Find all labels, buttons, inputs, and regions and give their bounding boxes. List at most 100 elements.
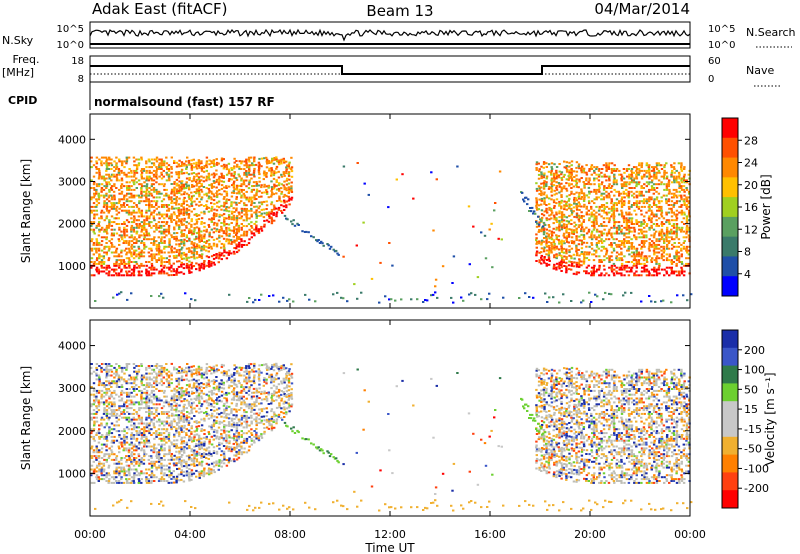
echo-cell [110, 198, 114, 201]
echo-cell [545, 207, 548, 210]
echo-cell [155, 177, 159, 180]
echo-cell [680, 177, 684, 180]
echo-cell [137, 368, 141, 371]
echo-cell [535, 187, 539, 190]
echo-cell [620, 209, 623, 212]
echo-cell [173, 181, 176, 183]
echo-cell [577, 163, 581, 166]
echo-cell [652, 268, 656, 271]
echo-cell [130, 268, 134, 271]
echo-cell [208, 225, 211, 228]
echo-cell [162, 296, 165, 299]
echo-cell [95, 205, 98, 208]
echo-cell [100, 401, 103, 404]
echo-cell [627, 245, 631, 248]
echo-cell [140, 253, 143, 256]
echo-cell [683, 194, 686, 197]
echo-cell [618, 194, 621, 197]
echo-cell [145, 230, 148, 233]
echo-cell [142, 169, 146, 172]
echo-cell [138, 202, 141, 205]
echo-cell [602, 298, 605, 301]
echo-cell [105, 365, 109, 367]
echo-cell [120, 164, 124, 167]
echo-cell [573, 215, 576, 218]
echo-cell [220, 258, 223, 261]
echo-cell [255, 217, 258, 219]
echo-cell [665, 257, 669, 260]
echo-cell [140, 418, 143, 421]
echo-cell [105, 437, 108, 440]
echo-cell [115, 187, 118, 189]
nsky-tick-bottom: 10^0 [57, 40, 84, 51]
echo-cell [92, 428, 96, 431]
echo-cell [312, 236, 315, 239]
echo-cell [165, 223, 168, 225]
echo-cell [627, 200, 631, 203]
echo-cell [623, 268, 626, 271]
echo-cell [598, 213, 601, 216]
echo-cell [658, 205, 661, 208]
echo-cell [610, 264, 614, 267]
echo-cell [115, 393, 118, 396]
echo-cell [210, 245, 213, 248]
echo-cell [145, 228, 148, 231]
echo-cell [653, 245, 656, 248]
echo-cell [163, 217, 166, 220]
echo-cell [680, 228, 683, 231]
echo-cell [543, 180, 546, 183]
echo-cell [553, 254, 556, 257]
echo-cell [113, 262, 116, 265]
echo-cell [222, 163, 226, 166]
echo-cell [248, 168, 251, 171]
echo-cell [484, 257, 488, 260]
echo-cell [550, 217, 553, 220]
echo-cell [570, 247, 574, 250]
echo-cell [640, 175, 644, 178]
echo-cell [545, 217, 548, 220]
echo-cell [593, 188, 596, 191]
echo-cell [628, 207, 631, 210]
echo-cell [608, 196, 611, 199]
echo-cell [185, 207, 189, 210]
echo-cell [102, 262, 106, 265]
echo-cell [95, 268, 98, 271]
echo-cell [197, 191, 201, 194]
echo-cell [128, 407, 131, 410]
echo-cell [132, 480, 135, 482]
echo-cell [135, 219, 139, 222]
echo-cell [680, 188, 684, 191]
echo-cell [231, 184, 234, 187]
echo-cell [278, 199, 281, 202]
echo-cell [335, 249, 338, 252]
echo-cell [193, 208, 196, 211]
echo-cell [165, 266, 169, 269]
echo-cell [583, 270, 586, 273]
echo-cell [640, 223, 643, 225]
echo-cell [277, 187, 281, 190]
echo-cell [620, 173, 623, 176]
echo-cell [240, 238, 243, 241]
echo-cell [275, 165, 279, 168]
echo-cell [113, 198, 116, 201]
echo-cell [686, 299, 689, 302]
echo-cell [562, 175, 565, 178]
echo-cell [215, 228, 219, 231]
echo-cell [620, 242, 624, 244]
echo-cell [165, 234, 168, 237]
echo-cell [683, 179, 686, 182]
echo-cell [128, 251, 131, 254]
echo-cell [180, 172, 184, 175]
echo-cell [655, 187, 659, 189]
echo-cell [498, 170, 502, 173]
echo-cell [675, 253, 678, 256]
echo-cell [232, 190, 235, 193]
echo-cell [670, 200, 674, 203]
echo-cell [603, 173, 606, 176]
echo-cell [168, 268, 171, 271]
echo-cell [127, 382, 131, 385]
echo-cell [216, 205, 219, 208]
echo-cell [117, 424, 120, 427]
echo-cell [105, 156, 108, 159]
echo-cell [627, 221, 631, 224]
